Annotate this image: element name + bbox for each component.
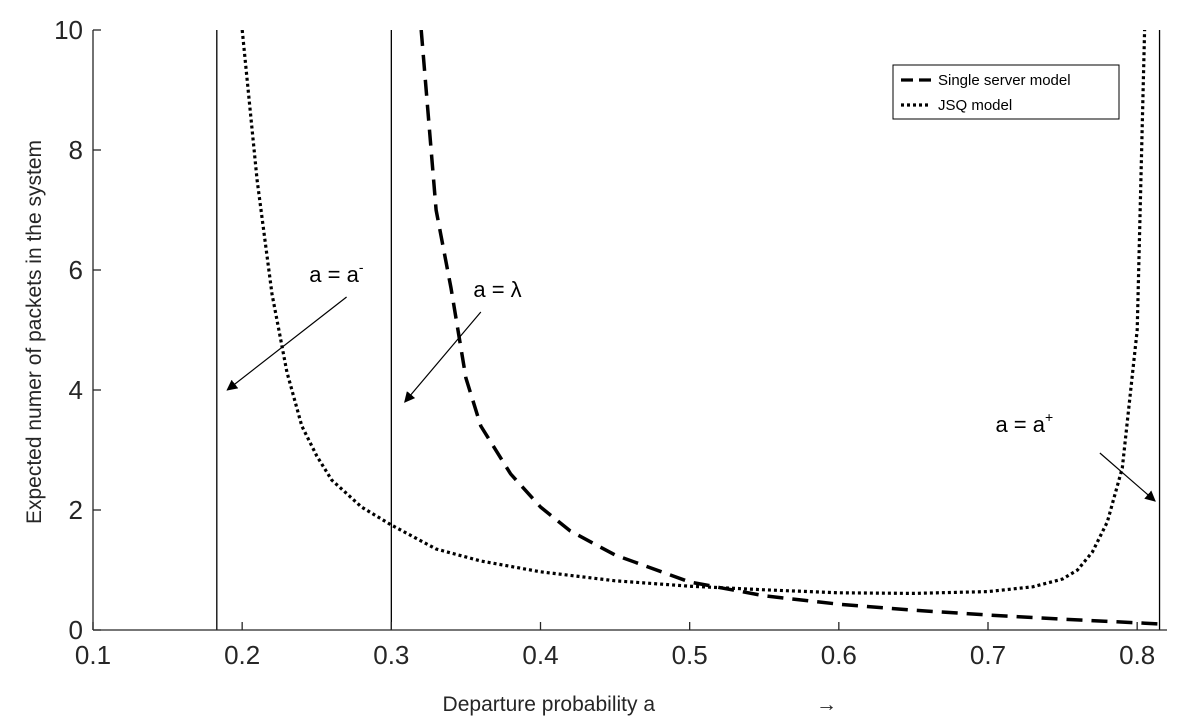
legend: Single server model JSQ model — [892, 64, 1120, 120]
annotations: a = a-a = λ a = a+ — [226, 259, 1156, 502]
plot-lines — [240, 30, 1160, 626]
y-tick-label: 8 — [69, 135, 83, 165]
annotation-arrow-3 — [1099, 452, 1156, 502]
x-axis-arrow: → — [816, 693, 837, 716]
x-tick-label: 0.8 — [1119, 640, 1155, 670]
annotation-label-1: a = a- — [309, 259, 364, 287]
reference-lines — [216, 30, 1161, 630]
axes: 0.1 0.2 0.3 0.4 0.5 0.6 0.7 0.8 0 2 4 6 8 10 Departure… — [23, 15, 1167, 716]
x-tick-label: 0.7 — [970, 640, 1006, 670]
annotation-arrow-2 — [404, 311, 482, 403]
x-tick-label: 0.1 — [75, 640, 111, 670]
series-line-jsq — [240, 30, 1147, 596]
legend-label-1: Single server model — [938, 72, 1071, 89]
annotation-label-2: a = λ — [473, 277, 521, 302]
x-tick-label: 0.2 — [224, 640, 260, 670]
y-tick-label: 10 — [54, 15, 83, 45]
x-tick-label: 0.4 — [522, 640, 558, 670]
y-tick-label: 6 — [69, 255, 83, 285]
x-axis-title: Departure probability a — [443, 693, 656, 716]
annotation-label-3: a = a+ — [995, 409, 1053, 437]
y-axis-title: Expected numer of packets in the system — [23, 140, 46, 524]
y-tick-label: 4 — [69, 375, 83, 405]
y-tick-label: 2 — [69, 495, 83, 525]
legend-box — [892, 64, 1120, 120]
x-tick-label: 0.3 — [373, 640, 409, 670]
x-tick-label: 0.6 — [821, 640, 857, 670]
x-tick-label: 0.5 — [672, 640, 708, 670]
annotation-arrow-1 — [226, 296, 347, 391]
legend-label-2: JSQ model — [938, 97, 1012, 114]
y-tick-label: 0 — [69, 615, 83, 645]
